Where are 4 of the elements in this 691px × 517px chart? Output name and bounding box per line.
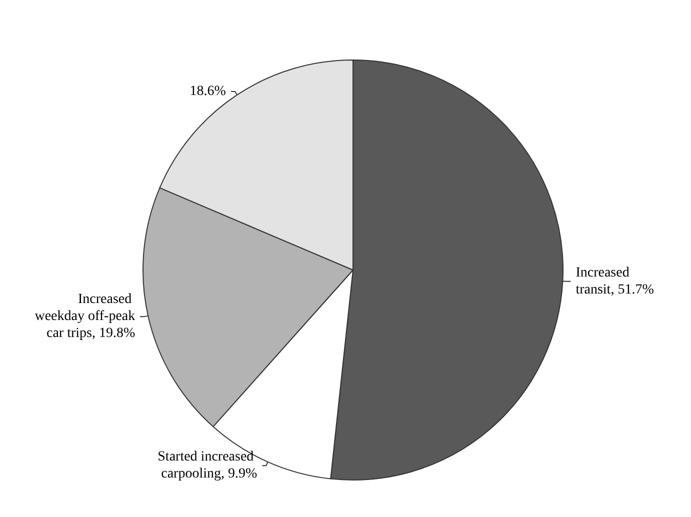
data-label: 18.6%	[190, 84, 226, 100]
slice-label: Increased transit, 51.7%	[576, 265, 654, 298]
slice-label: Increased weekday off-peak car trips, 19.8%	[34, 292, 136, 342]
slice-label: Started increased carpooling, 9.9%	[158, 450, 258, 482]
